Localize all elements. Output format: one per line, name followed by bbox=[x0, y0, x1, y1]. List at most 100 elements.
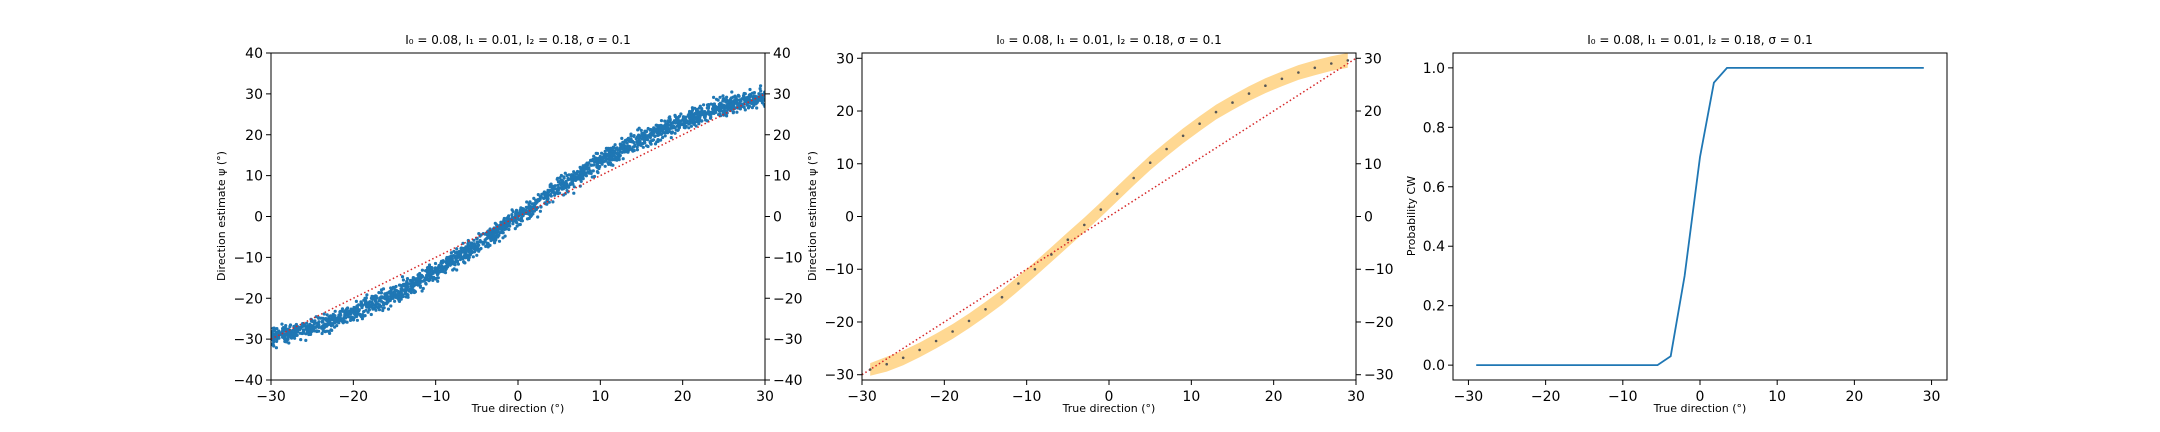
scatter-point bbox=[725, 109, 729, 113]
scatter-point bbox=[461, 250, 465, 254]
scatter-point bbox=[403, 290, 407, 294]
mean-marker bbox=[1033, 267, 1037, 271]
scatter-point bbox=[639, 128, 643, 132]
scatter-point bbox=[486, 235, 490, 239]
scatter-point bbox=[459, 254, 463, 258]
scatter-point bbox=[359, 300, 363, 304]
scatter-point bbox=[455, 268, 459, 272]
scatter-point bbox=[452, 254, 456, 258]
scatter-point bbox=[352, 305, 356, 310]
scatter-point bbox=[418, 276, 422, 280]
scatter-point bbox=[661, 135, 665, 140]
y-tick-label: 10 bbox=[245, 169, 263, 185]
scatter-point bbox=[718, 101, 723, 105]
scatter-point bbox=[280, 322, 284, 326]
scatter-point bbox=[488, 243, 492, 247]
scatter-point bbox=[409, 291, 413, 295]
right-y-tick-label: 20 bbox=[1364, 104, 1382, 120]
mean-marker bbox=[1181, 134, 1185, 138]
scatter-point bbox=[458, 257, 462, 262]
scatter-point bbox=[748, 94, 752, 98]
mean-marker bbox=[1330, 62, 1333, 65]
scatter-point bbox=[736, 93, 741, 97]
scatter-point bbox=[275, 327, 279, 331]
confidence-band bbox=[870, 53, 1348, 376]
scatter-point bbox=[301, 328, 305, 332]
panel-2-plot-area bbox=[861, 53, 1357, 376]
scatter-point bbox=[612, 145, 616, 149]
mean-marker bbox=[967, 319, 971, 323]
scatter-point bbox=[555, 177, 559, 181]
scatter-point bbox=[469, 251, 473, 255]
scatter-point bbox=[395, 293, 400, 297]
scatter-point bbox=[466, 256, 470, 260]
scatter-point bbox=[676, 128, 680, 132]
scatter-point bbox=[565, 173, 569, 178]
scatter-point bbox=[413, 282, 418, 286]
x-tick-label: 20 bbox=[1265, 389, 1283, 405]
scatter-point bbox=[572, 185, 576, 189]
scatter-point bbox=[690, 106, 695, 110]
scatter-point bbox=[719, 106, 723, 110]
x-tick-label: 0 bbox=[1696, 389, 1705, 405]
mean-marker bbox=[885, 362, 888, 366]
scatter-point bbox=[354, 299, 358, 303]
scatter-point bbox=[333, 309, 337, 313]
scatter-point bbox=[488, 232, 492, 236]
scatter-point bbox=[519, 207, 523, 211]
scatter-point bbox=[405, 277, 410, 281]
scatter-point bbox=[663, 119, 667, 123]
scatter-point bbox=[670, 131, 674, 135]
scatter-point bbox=[759, 84, 763, 88]
scatter-point bbox=[744, 97, 748, 101]
scatter-point bbox=[572, 175, 577, 179]
scatter-point bbox=[748, 87, 752, 92]
scatter-point bbox=[711, 107, 715, 111]
scatter-point bbox=[360, 305, 364, 309]
scatter-point bbox=[420, 268, 424, 272]
scatter-point bbox=[346, 310, 350, 314]
scatter-point bbox=[568, 182, 573, 186]
scatter-point bbox=[299, 338, 303, 342]
scatter-point bbox=[362, 310, 366, 314]
scatter-point bbox=[752, 94, 756, 98]
right-y-tick-label: −40 bbox=[773, 373, 803, 389]
scatter-point bbox=[626, 136, 631, 140]
x-tick-label: −30 bbox=[847, 389, 877, 405]
x-tick-label: 0 bbox=[1105, 389, 1114, 405]
scatter-point bbox=[477, 232, 481, 236]
scatter-point bbox=[390, 293, 394, 297]
mean-marker bbox=[1115, 192, 1119, 196]
scatter-point bbox=[697, 122, 701, 126]
scatter-point bbox=[408, 287, 412, 291]
right-y-tick-label: 0 bbox=[1364, 210, 1373, 226]
scatter-point bbox=[290, 336, 294, 340]
panel-2-x-ticks: −30 −20 −10 0 10 20 30 bbox=[847, 380, 1365, 405]
scatter-point bbox=[742, 105, 746, 109]
scatter-point bbox=[408, 278, 412, 283]
scatter-point bbox=[497, 239, 502, 243]
scatter-point bbox=[696, 113, 700, 117]
scatter-point bbox=[393, 290, 397, 294]
scatter-point bbox=[400, 275, 405, 279]
scatter-point bbox=[737, 102, 741, 106]
scatter-point bbox=[357, 308, 361, 312]
scatter-point bbox=[325, 313, 329, 317]
scatter-point bbox=[365, 293, 369, 297]
y-tick-label: 0.0 bbox=[1423, 358, 1445, 374]
scatter-point bbox=[305, 321, 309, 325]
scatter-point bbox=[327, 322, 331, 326]
scatter-point bbox=[618, 148, 622, 152]
scatter-point bbox=[518, 209, 522, 213]
scatter-point bbox=[629, 132, 633, 136]
scatter-point bbox=[448, 263, 452, 267]
scatter-point bbox=[507, 227, 511, 232]
scatter-point bbox=[673, 126, 677, 130]
scatter-point bbox=[651, 138, 656, 142]
scatter-point bbox=[621, 140, 625, 144]
scatter-point bbox=[576, 177, 580, 181]
right-y-tick-label: 10 bbox=[1364, 157, 1382, 173]
scatter-point bbox=[700, 119, 704, 123]
scatter-point bbox=[451, 268, 455, 272]
scatter-point bbox=[333, 325, 337, 329]
